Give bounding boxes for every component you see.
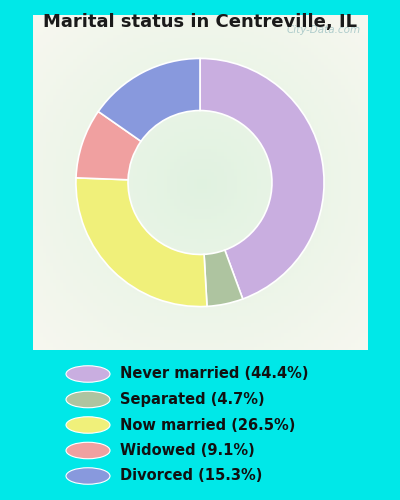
Wedge shape — [98, 58, 200, 142]
Text: Marital status in Centreville, IL: Marital status in Centreville, IL — [43, 12, 357, 30]
Wedge shape — [76, 112, 141, 180]
Circle shape — [66, 468, 110, 484]
Text: Divorced (15.3%): Divorced (15.3%) — [120, 468, 262, 483]
Text: Never married (44.4%): Never married (44.4%) — [120, 366, 308, 382]
Text: Widowed (9.1%): Widowed (9.1%) — [120, 443, 255, 458]
Circle shape — [66, 366, 110, 382]
Wedge shape — [76, 178, 207, 306]
Text: Now married (26.5%): Now married (26.5%) — [120, 418, 295, 432]
Circle shape — [66, 442, 110, 459]
Circle shape — [66, 417, 110, 433]
Wedge shape — [200, 58, 324, 299]
Wedge shape — [204, 250, 243, 306]
Text: City-Data.com: City-Data.com — [287, 25, 361, 35]
Circle shape — [66, 391, 110, 408]
Text: Separated (4.7%): Separated (4.7%) — [120, 392, 265, 407]
